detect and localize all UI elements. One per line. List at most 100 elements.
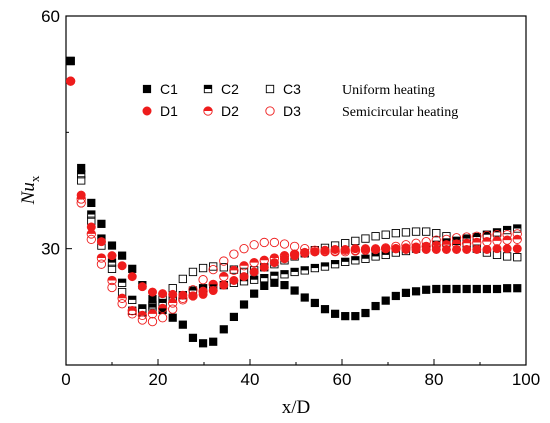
point-c1 (442, 284, 451, 294)
point-c3 (381, 230, 390, 239)
x-tick-label: 0 (61, 370, 70, 389)
point-d2 (137, 310, 148, 321)
legend-label-c1: C1 (160, 81, 178, 97)
point-d3 (208, 264, 218, 275)
point-d3 (229, 249, 239, 259)
point-d2 (208, 279, 218, 289)
point-d3 (300, 244, 310, 254)
point-d3 (96, 259, 107, 269)
point-c2 (513, 224, 522, 233)
point-c1 (482, 284, 491, 294)
point-c3 (452, 236, 461, 246)
point-d1 (127, 272, 137, 282)
point-c2 (330, 260, 340, 269)
point-c2 (361, 254, 370, 263)
x-axis-title: x/D (282, 397, 311, 418)
point-c3 (361, 234, 370, 243)
point-d2 (239, 261, 249, 271)
point-c1 (341, 312, 350, 321)
point-c3 (148, 301, 157, 310)
point-c2 (341, 257, 350, 267)
point-d1 (137, 282, 147, 292)
point-c1 (198, 339, 208, 348)
point-c3 (188, 267, 198, 277)
point-c1 (219, 325, 228, 334)
point-d2 (289, 249, 300, 259)
point-c3 (391, 229, 400, 238)
point-d3 (310, 245, 320, 255)
point-d2 (391, 244, 401, 254)
point-d3 (512, 229, 522, 239)
point-c1 (188, 333, 198, 342)
legend-label-d3: D3 (283, 103, 301, 119)
point-c3 (178, 274, 187, 284)
point-c1 (351, 312, 360, 321)
point-c1 (168, 313, 177, 322)
point-d3 (502, 230, 512, 240)
point-d3 (178, 295, 188, 305)
point-c1 (87, 198, 96, 208)
point-d3 (76, 198, 86, 208)
y-tick-label: 30 (41, 240, 60, 259)
point-c3 (198, 263, 208, 273)
point-d1 (229, 275, 239, 285)
point-c2 (280, 270, 289, 279)
point-d3 (370, 244, 381, 255)
point-c3 (351, 236, 360, 246)
point-d1 (239, 272, 249, 282)
y-axis-title-subscript: x (27, 175, 42, 182)
point-d3 (168, 304, 178, 314)
point-c3 (513, 253, 522, 262)
point-c1 (229, 312, 238, 322)
point-c3 (107, 264, 117, 273)
point-c3 (66, 56, 75, 66)
legend-group-label: Semicircular heating (342, 105, 458, 120)
point-c2 (260, 273, 269, 283)
point-c2 (492, 228, 502, 237)
legend-label-d2: D2 (221, 103, 239, 119)
point-c1 (381, 296, 390, 305)
point-d2 (259, 255, 269, 265)
point-c3 (401, 228, 411, 237)
point-d1 (512, 244, 522, 254)
point-d2 (86, 229, 96, 239)
point-d3 (289, 241, 300, 251)
x-tick-label: 100 (512, 370, 540, 389)
point-c1 (300, 293, 309, 302)
point-c1 (513, 284, 522, 293)
point-c1 (118, 251, 127, 260)
point-c1 (411, 287, 421, 296)
point-d3 (127, 309, 137, 319)
y-axis-title-main: Nu (18, 182, 39, 205)
point-c1 (492, 284, 502, 294)
point-d3 (279, 239, 290, 249)
point-d3 (249, 240, 259, 250)
point-d1 (259, 262, 269, 272)
point-c1 (361, 308, 370, 318)
point-d2 (269, 253, 280, 263)
point-c3 (422, 227, 431, 236)
point-c2 (117, 278, 127, 287)
point-c1 (97, 219, 106, 228)
point-d2 (127, 306, 137, 316)
point-d1 (249, 267, 259, 277)
point-d3 (269, 237, 280, 248)
point-c2 (249, 275, 259, 284)
point-c1 (128, 264, 137, 273)
point-d2 (157, 303, 168, 314)
x-tick-label: 40 (241, 370, 260, 389)
point-d2 (401, 243, 411, 253)
x-tick-label: 80 (425, 370, 444, 389)
point-d3 (65, 76, 76, 86)
point-d2 (107, 275, 117, 286)
point-d2 (96, 253, 107, 263)
point-d3 (350, 246, 360, 256)
point-d3 (451, 233, 462, 243)
point-c1 (320, 305, 330, 314)
point-d3 (381, 243, 391, 253)
point-c1 (260, 281, 269, 290)
point-d2 (168, 298, 178, 308)
point-d3 (391, 241, 401, 251)
point-d1 (96, 237, 106, 247)
